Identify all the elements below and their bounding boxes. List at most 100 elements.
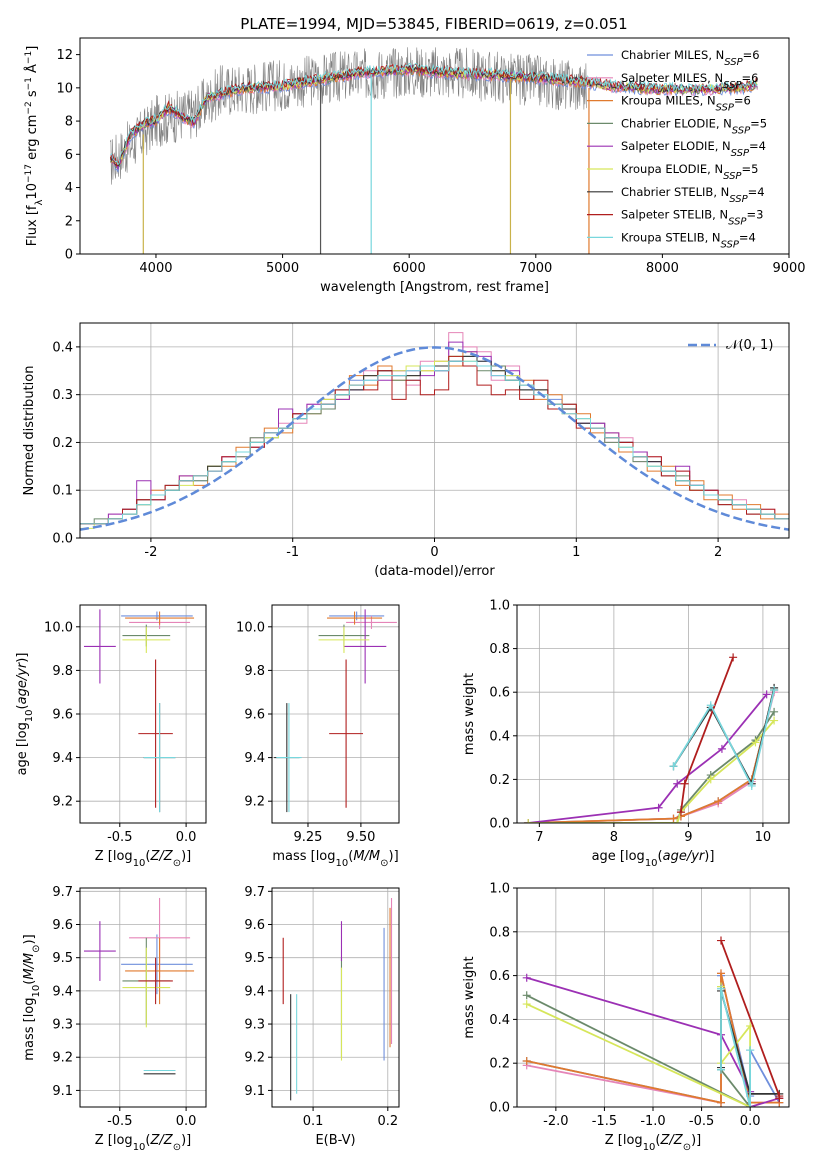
y-tick-label: 10.0 (236, 620, 265, 635)
y-tick-label: 0.3 (52, 388, 73, 403)
y-tick-label: 9.6 (244, 708, 265, 723)
label-part: )] (704, 849, 714, 864)
y-tick-label: 9.2 (244, 1051, 265, 1066)
massweight-vs-Z-xlabel: Z [log10(Z/Z⊙)] (605, 1133, 702, 1153)
label-part: 10 (24, 709, 35, 722)
x-tick-label: 4000 (139, 261, 172, 276)
errorbar-kroupa-elodie (318, 626, 370, 653)
data-point-marker (669, 814, 678, 823)
label-part: Chabrier MILES, N (621, 48, 724, 62)
errorbar-chabrier-miles (121, 611, 193, 621)
observed-spectrum (110, 47, 587, 185)
data-point-marker (717, 744, 726, 753)
mass-vs-EBV-xlabel: E(B-V) (315, 1133, 355, 1148)
data-point-marker (522, 1000, 531, 1009)
data-point-marker (524, 819, 533, 823)
errorbar-salpeter-elodie (83, 609, 116, 684)
label-part: M/M (22, 953, 37, 980)
y-tick-label: 9.3 (244, 1018, 265, 1033)
data-point-marker (762, 690, 771, 699)
legend-entry: Kroupa STELIB, NSSP=4 (621, 230, 756, 250)
legend-entry: Chabrier MILES, NSSP=6 (621, 48, 760, 68)
histogram-kroupa-stelib (80, 360, 789, 525)
label-part: Z/Z (660, 1133, 684, 1148)
data-point-marker (746, 1103, 755, 1107)
x-tick-label: -2 (144, 545, 157, 560)
age-vs-mass-xlabel: mass [log10(M/M⊙)] (272, 849, 398, 869)
data-point-marker (747, 781, 756, 790)
y-tick-label: 9.5 (244, 951, 265, 966)
series-salpeter-elodie (524, 690, 771, 823)
y-tick-label: 0 (65, 248, 73, 263)
errorbar-salpeter-stelib (138, 957, 173, 1005)
y-tick-label: 9.6 (52, 708, 73, 723)
series-chabrier-elodie (522, 982, 755, 1107)
errorbar-kroupa-stelib (276, 703, 302, 813)
mass-vs-EBV-plot-area (282, 897, 393, 1101)
label-part: SSP (731, 148, 750, 159)
age-vs-mass-panel: 9.25 9.50 9.2 9.4 9.6 9.8 10.0 mass [log10(M/M⊙… (236, 604, 400, 869)
x-tick-label: 7000 (519, 261, 552, 276)
y-tick-label: 0.0 (489, 1101, 510, 1116)
y-tick-label: 9.2 (52, 1051, 73, 1066)
y-tick-label: 0.2 (489, 773, 510, 788)
label-part: age/yr (15, 661, 30, 704)
label-part: )] (691, 1133, 701, 1148)
label-part: SSP (724, 57, 743, 68)
label-part: =4 (749, 139, 766, 153)
x-tick-label: 9000 (772, 261, 805, 276)
label-part: Normed distribution (22, 366, 37, 496)
label-part: Chabrier ELODIE, N (621, 116, 732, 130)
data-point-marker (770, 707, 779, 716)
label-part: ⊙ (173, 858, 181, 869)
series-salpeter-miles (524, 688, 779, 823)
series-line (528, 711, 775, 823)
legend-entry: Chabrier STELIB, NSSP=4 (621, 185, 765, 205)
series-kroupa-stelib (669, 686, 779, 790)
label-part: SSP (728, 216, 747, 227)
label-part: ⊙ (380, 858, 388, 869)
x-tick-label: -0.5 (689, 1114, 714, 1129)
label-part: )] (389, 849, 399, 864)
x-tick-label: 5000 (266, 261, 299, 276)
label-part: =5 (750, 116, 767, 130)
errorbar-chabrier-miles (329, 611, 385, 621)
label-part: erg cm (25, 115, 40, 164)
y-tick-label: 4 (65, 181, 73, 196)
data-point-marker (751, 738, 760, 747)
data-point-marker (717, 984, 725, 993)
spectrum-ylabel: Flux [fλ10−17 erg cm−2 s−1 Å−1] (24, 46, 45, 247)
label-part: Chabrier STELIB, N (621, 185, 729, 199)
massweight-vs-age-plot-area (524, 653, 779, 823)
y-tick-label: 0.2 (52, 436, 73, 451)
errorbar-salpeter-stelib (138, 659, 173, 808)
errorbar-kroupa-miles (327, 611, 383, 625)
x-tick-label: 0.1 (303, 1114, 324, 1129)
x-tick-label: 8 (610, 830, 618, 845)
y-tick-label: 0.4 (52, 340, 73, 355)
label-part: ( (658, 849, 663, 864)
label-part: s (25, 90, 40, 101)
legend-entry: 𝒩(0, 1) (726, 338, 773, 353)
label-part: =6 (734, 94, 751, 108)
spectrum-frame (79, 37, 790, 255)
y-tick-label: 0.4 (489, 729, 510, 744)
data-point-marker (522, 1057, 531, 1066)
data-point-marker (746, 1046, 755, 1055)
label-part: SSP (732, 125, 751, 136)
label-part: Z [log (95, 849, 133, 864)
errorbar-salpeter-elodie (83, 921, 116, 981)
mass-vs-EBV-panel: 0.1 0.2 9.1 9.2 9.3 9.4 9.5 9.6 9.7 E(B-V) (244, 885, 400, 1148)
errorbar-kroupa-miles (125, 937, 195, 1005)
y-tick-label: 9.5 (52, 951, 73, 966)
data-point-marker (680, 779, 689, 788)
normal-distribution-curve (80, 346, 789, 531)
data-point-marker (770, 686, 779, 695)
label-part: E(B-V) (315, 1133, 355, 1148)
data-point-marker (714, 797, 723, 806)
spectrum-panel: 4000 5000 6000 7000 8000 9000 0 2 4 6 8 10 12 wavelen… (24, 37, 806, 295)
massweight-vs-Z-plot-area (522, 936, 784, 1107)
mass-vs-Z-ylabel: mass [log10(M/M⊙)] (22, 934, 42, 1060)
y-tick-label: 9.2 (244, 795, 265, 810)
